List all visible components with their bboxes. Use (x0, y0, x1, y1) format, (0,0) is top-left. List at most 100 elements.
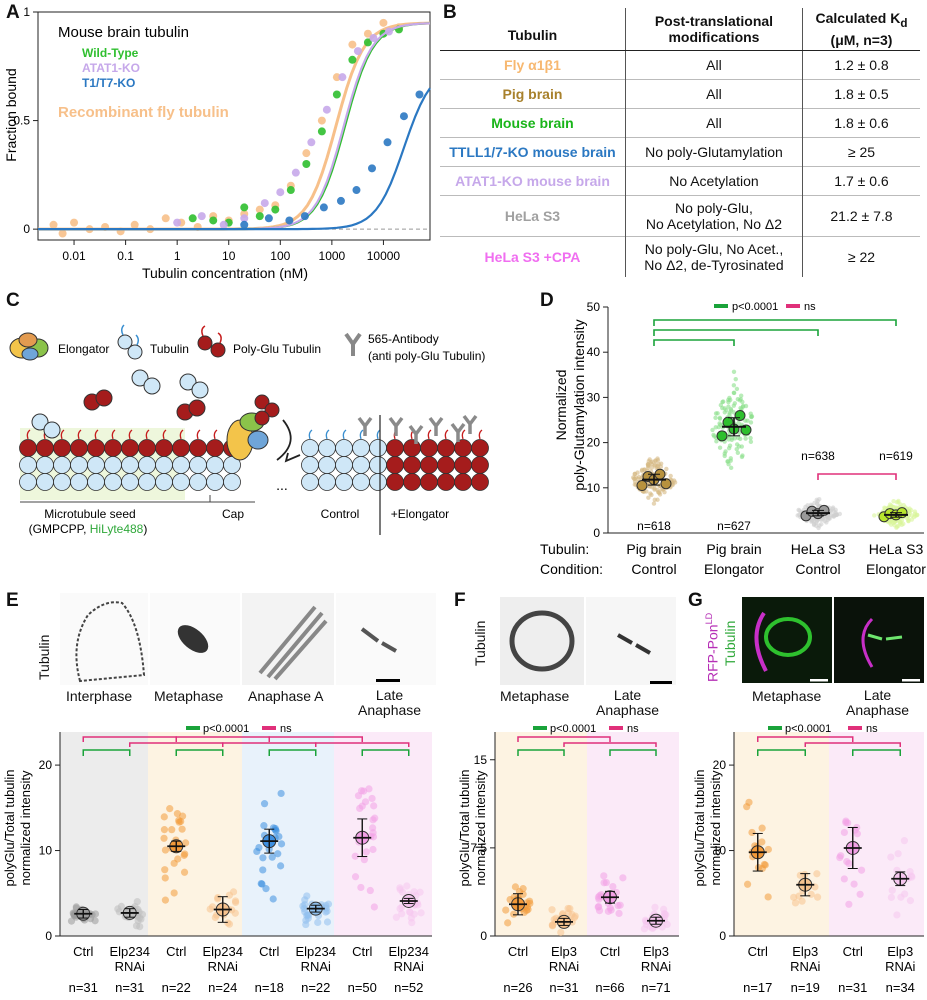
condition-label: Ctrl (508, 944, 528, 959)
cell-point (655, 464, 660, 469)
tubulin-tail (26, 429, 31, 440)
tubulin-tail (60, 429, 65, 440)
cell-point (206, 905, 214, 913)
cell-point (232, 898, 240, 907)
cell-point (166, 805, 174, 813)
cell-point (733, 376, 738, 382)
panel-f-chart: 07.515Ctrln=26Elp3RNAin=31Ctrln=66Elp3RN… (457, 723, 679, 995)
stage-band (587, 732, 679, 936)
cell-point (161, 866, 169, 874)
condition-label: Elp234 (296, 944, 336, 959)
cell-point (410, 888, 418, 896)
cell-point (754, 863, 763, 872)
cell-point (314, 918, 322, 927)
cell-point (814, 523, 819, 529)
data-point (300, 212, 309, 221)
row-label-tubulin: Tubulin: (540, 541, 589, 557)
tubulin-subunit (19, 439, 37, 457)
cell-point (735, 435, 741, 441)
legend-elongator: Elongator (58, 342, 109, 356)
cell-point (181, 839, 190, 847)
tubulin-subunit (189, 439, 207, 457)
condition-label: Ctrl (748, 944, 768, 959)
kd-row-value: 1.8 ± 0.6 (802, 107, 920, 138)
cell-point (323, 907, 331, 915)
kd-table-row: ATAT1-KO mouse brain No Acetylation 1.7 ± … (440, 165, 920, 196)
n-label: n=66 (595, 980, 624, 995)
tubulin-subunit (318, 439, 336, 457)
kd-table-header-kd: Calculated Kd (μM, n=3) (802, 8, 920, 51)
cell-point (732, 401, 738, 406)
tubulin-tail (145, 429, 150, 440)
cell-point (571, 912, 579, 920)
y-tick-label: 10 (713, 844, 727, 858)
cell-point (655, 497, 660, 502)
tubulin-subunit (301, 473, 319, 491)
tubulin-subunit (420, 439, 438, 457)
y-tick-label: 20 (39, 758, 53, 772)
antibody (428, 416, 444, 436)
replicate-point (716, 430, 728, 442)
cell-point (504, 919, 512, 927)
tubulin-tail (308, 429, 313, 440)
replicate-point (636, 480, 648, 492)
cell-point (631, 476, 637, 481)
n-label: n=22 (162, 980, 191, 995)
panel-e-chart: 01020Ctrln=31Elp234RNAin=31Ctrln=22Elp23… (2, 723, 432, 995)
group-tubulin-label: HeLa S3 (791, 541, 846, 557)
tubulin-tail (94, 429, 99, 440)
cell-point (712, 434, 717, 439)
data-point (130, 220, 139, 229)
tubulin-subunit (369, 439, 387, 457)
condition-label-2: RNAi (885, 959, 915, 974)
cell-point (660, 905, 668, 913)
y-tick-label: 20 (713, 758, 727, 772)
panel-g-micro-ylabel: RFP-PonLD (704, 612, 721, 682)
data-point (240, 220, 249, 229)
tubulin-subunit (19, 473, 37, 491)
y-tick-label: 30 (587, 390, 601, 404)
data-point (285, 216, 294, 225)
tubulin-subunit (352, 456, 370, 474)
micrograph-interphase (60, 593, 148, 685)
free-tubulin (143, 377, 161, 395)
kd-row-tubulin: Mouse brain (440, 107, 626, 138)
sig-bracket (517, 749, 565, 756)
kd-row-ptm: All (625, 78, 803, 109)
cell-point (882, 505, 887, 510)
data-point (415, 90, 424, 99)
n-label: n=31 (69, 980, 98, 995)
cell-point (609, 882, 617, 891)
stage-g-late-anaphase: Late Anaphase (846, 687, 910, 718)
sig-bracket (609, 749, 657, 756)
tubulin-subunit (403, 439, 421, 457)
stage-late-anaphase: Late Anaphase (358, 687, 422, 718)
cell-point (362, 848, 370, 856)
cell-point (271, 826, 280, 834)
y-tick-label: 0 (719, 929, 726, 943)
cell-point (736, 420, 741, 426)
group-condition-label: Elongator (866, 561, 926, 577)
tubulin-subunit (335, 439, 353, 457)
cell-point (900, 837, 908, 845)
free-polyglu-tubulin (188, 399, 206, 417)
panel-c-diagram: Elongator Tubulin Poly-Glu Tubulin 565-A… (9, 324, 489, 536)
tubulin-subunit (471, 456, 489, 474)
sig-bracket (653, 339, 735, 346)
cell-point (548, 906, 556, 914)
data-point (255, 205, 264, 214)
tubulin-subunit (301, 456, 319, 474)
cell-point (168, 826, 176, 834)
cell-point (410, 910, 418, 918)
cell-point (619, 874, 627, 882)
cell-point (369, 845, 377, 854)
cell-point (734, 386, 740, 392)
tubulin-tail (461, 429, 466, 440)
condition-label: Elp234 (203, 944, 243, 959)
data-point (276, 188, 285, 197)
data-point (286, 186, 295, 195)
legend-ns-label: ns (804, 301, 816, 313)
panel-a-ylabel: Fraction bound (3, 68, 19, 161)
cell-point (366, 886, 374, 895)
cell-point (805, 503, 810, 508)
